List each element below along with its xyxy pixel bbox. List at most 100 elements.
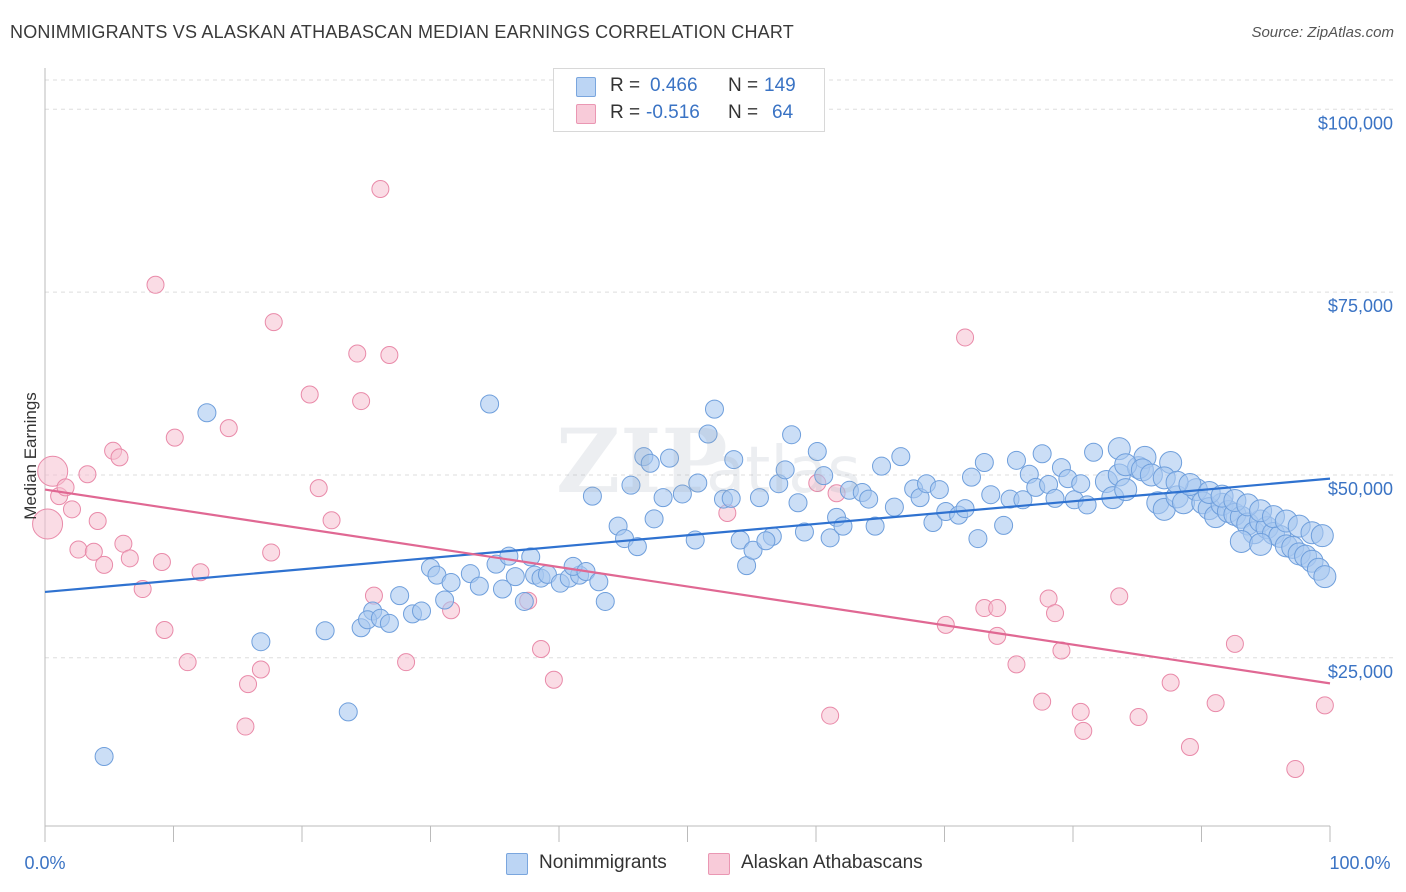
x-tick-label: 100.0%: [1329, 853, 1390, 873]
point-nonimmigrants: [865, 516, 885, 536]
point-nonimmigrants: [589, 572, 609, 592]
point-nonimmigrants: [994, 515, 1014, 535]
point-alaskan-athabascans: [1129, 708, 1148, 727]
point-alaskan-athabascans: [544, 670, 563, 689]
point-alaskan-athabascans: [1315, 696, 1334, 715]
point-alaskan-athabascans: [84, 542, 103, 561]
gridlines: [45, 79, 1395, 659]
point-alaskan-athabascans: [1007, 655, 1026, 674]
point-alaskan-athabascans: [262, 543, 281, 562]
point-nonimmigrants: [1032, 444, 1052, 464]
legend-swatch-blue: [506, 853, 528, 875]
point-nonimmigrants: [627, 537, 647, 557]
svg-text:atlas: atlas: [706, 434, 861, 508]
point-nonimmigrants: [1084, 442, 1104, 462]
point-alaskan-athabascans: [251, 660, 270, 679]
point-alaskan-athabascans: [88, 512, 107, 531]
trend-line-nonimmigrants: [44, 477, 1331, 594]
point-nonimmigrants: [1313, 565, 1337, 589]
point-nonimmigrants: [968, 529, 988, 549]
point-nonimmigrants: [644, 509, 664, 529]
point-nonimmigrants: [660, 448, 680, 468]
point-alaskan-athabascans: [146, 275, 165, 294]
point-alaskan-athabascans: [1074, 721, 1093, 740]
point-alaskan-athabascans: [988, 626, 1007, 645]
point-nonimmigrants: [698, 424, 718, 444]
point-alaskan-athabascans: [239, 675, 258, 694]
point-alaskan-athabascans: [165, 428, 184, 447]
point-alaskan-athabascans: [120, 549, 139, 568]
point-alaskan-athabascans: [191, 563, 210, 582]
point-nonimmigrants: [820, 528, 840, 548]
point-nonimmigrants: [621, 475, 641, 495]
point-alaskan-athabascans: [1286, 759, 1305, 778]
point-nonimmigrants: [884, 497, 904, 517]
point-alaskan-athabascans: [62, 500, 81, 519]
n-label: N =: [728, 75, 759, 96]
point-nonimmigrants: [724, 450, 744, 470]
point-alaskan-athabascans: [69, 540, 88, 559]
point-alaskan-athabascans: [32, 508, 64, 540]
point-alaskan-athabascans: [95, 555, 114, 574]
point-nonimmigrants: [974, 453, 994, 473]
point-nonimmigrants: [743, 540, 763, 560]
point-alaskan-athabascans: [348, 344, 367, 363]
point-nonimmigrants: [412, 601, 432, 621]
point-nonimmigrants: [859, 489, 879, 509]
point-alaskan-athabascans: [1071, 702, 1090, 721]
point-nonimmigrants: [1045, 488, 1065, 508]
r-value: 0.466: [650, 75, 698, 96]
point-nonimmigrants: [814, 466, 834, 486]
point-nonimmigrants: [955, 499, 975, 519]
point-nonimmigrants: [721, 488, 741, 508]
point-nonimmigrants: [756, 531, 776, 551]
point-nonimmigrants: [390, 586, 410, 606]
point-nonimmigrants: [251, 632, 271, 652]
point-nonimmigrants: [653, 488, 673, 508]
point-nonimmigrants: [379, 613, 399, 633]
point-nonimmigrants: [505, 567, 525, 587]
point-alaskan-athabascans: [1180, 738, 1199, 757]
r-value: -0.516: [646, 102, 700, 123]
point-alaskan-athabascans: [264, 313, 283, 332]
point-alaskan-athabascans: [110, 448, 129, 467]
point-alaskan-athabascans: [821, 706, 840, 725]
correlation-legend: R = 0.466 N = 149 R = -0.516 N = 64: [553, 68, 825, 132]
series-alaskan-athabascans-points: [32, 179, 1334, 778]
point-alaskan-athabascans: [309, 479, 328, 498]
y-tick-label: $75,000: [1328, 296, 1393, 316]
axes: [44, 68, 1331, 842]
r-label: R =: [610, 102, 641, 123]
point-alaskan-athabascans: [300, 385, 319, 404]
point-alaskan-athabascans: [1046, 604, 1065, 623]
point-alaskan-athabascans: [155, 620, 174, 639]
point-nonimmigrants: [1229, 529, 1253, 553]
y-tick-label: $50,000: [1328, 479, 1393, 499]
point-nonimmigrants: [981, 485, 1001, 505]
point-alaskan-athabascans: [78, 465, 97, 484]
point-alaskan-athabascans: [152, 552, 171, 571]
trend-line-alaskan-athabascans: [44, 488, 1331, 685]
point-nonimmigrants: [1310, 524, 1334, 548]
point-nonimmigrants: [782, 425, 802, 445]
point-nonimmigrants: [794, 522, 814, 542]
point-alaskan-athabascans: [1161, 673, 1180, 692]
source-label: Source: ZipAtlas.com: [1251, 24, 1394, 41]
n-label: N =: [728, 102, 759, 123]
legend-swatch-blue: [576, 77, 596, 97]
tick-labels: $25,000 $50,000 $75,000 $100,000 0.0% 100.0%: [24, 113, 1393, 873]
x-tick-label: 0.0%: [24, 853, 65, 873]
n-value: 64: [772, 102, 794, 123]
watermark: ZIP atlas: [556, 409, 861, 513]
chart-title: NONIMMIGRANTS VS ALASKAN ATHABASCAN MEDI…: [10, 22, 794, 42]
point-nonimmigrants: [469, 576, 489, 596]
point-alaskan-athabascans: [37, 455, 69, 487]
point-alaskan-athabascans: [1225, 634, 1244, 653]
point-nonimmigrants: [688, 473, 708, 493]
point-nonimmigrants: [582, 486, 602, 506]
point-nonimmigrants: [1006, 450, 1026, 470]
point-nonimmigrants: [435, 590, 455, 610]
svg-text:ZIP: ZIP: [556, 409, 728, 513]
y-tick-label: $100,000: [1318, 113, 1393, 133]
